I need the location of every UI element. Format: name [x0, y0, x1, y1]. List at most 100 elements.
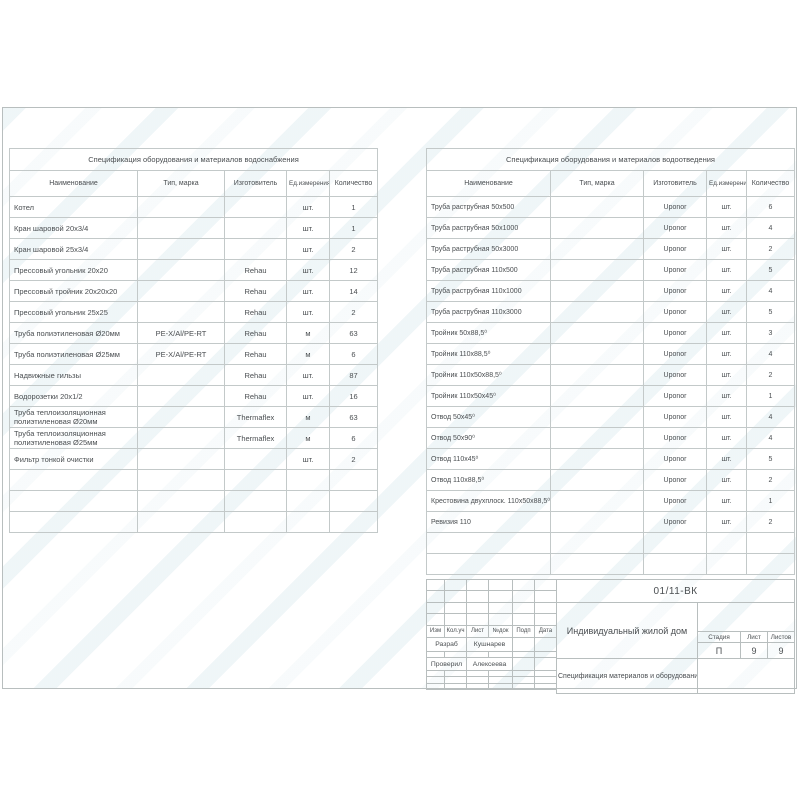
table-cell — [224, 217, 287, 239]
table-cell: Котел — [9, 196, 138, 218]
table-cell — [137, 217, 225, 239]
spec-header-row: Наименование Тип, марка Изготовитель Ед.изм… — [9, 170, 379, 197]
table-cell: Тройник 110х50х45⁰ — [426, 385, 551, 407]
object-name: Индивидуальный жилой дом — [556, 602, 698, 659]
table-cell — [550, 427, 644, 449]
table-cell — [137, 238, 225, 260]
table-row: Труба раструбная 110х500 Uponor шт. 5 — [426, 259, 796, 281]
water-supply-spec-table: Спецификация оборудования и материалов в… — [8, 148, 379, 533]
table-cell: 4 — [745, 343, 796, 365]
table-cell: 6 — [745, 196, 796, 218]
table-cell: Крестовина двухплоск. 110х50х88,5⁰ — [426, 490, 551, 512]
table-row: Фильтр тонкой очистки шт. 2 — [9, 448, 379, 470]
table-cell — [706, 553, 747, 575]
table-cell — [328, 490, 379, 512]
table-row: Тройник 110х50х45⁰ Uponor шт. 1 — [426, 385, 796, 407]
table-cell — [9, 469, 138, 491]
table-cell: Тройник 110х50х88,5⁰ — [426, 364, 551, 386]
sheet-value: 9 — [740, 642, 768, 659]
table-cell: 4 — [745, 217, 796, 239]
column-header: Изготовитель — [643, 170, 707, 197]
table-row — [9, 490, 379, 512]
spec-title-row: Спецификация оборудования и материалов в… — [425, 148, 796, 171]
table-cell — [137, 406, 225, 428]
table-row: Труба полиэтиленовая Ø25мм PE-X/Al/PE-RT R… — [9, 343, 379, 365]
table-row: Котел шт. 1 — [9, 196, 379, 218]
checked-row: Проверил Алексеева — [426, 656, 557, 672]
table-cell: шт. — [286, 364, 330, 386]
table-cell: 2 — [745, 238, 796, 260]
table-row: Труба полиэтиленовая Ø20мм PE-X/Al/PE-RT R… — [9, 322, 379, 344]
table-cell: 4 — [745, 406, 796, 428]
table-cell — [550, 448, 644, 470]
stage-value: П — [697, 642, 741, 659]
table-row: Труба раструбная 110х1000 Uponor шт. 4 — [426, 280, 796, 302]
table-row: Кран шаровой 20х3/4 шт. 1 — [9, 217, 379, 239]
rev-col-list: Лист — [466, 624, 489, 639]
table-cell: PE-X/Al/PE-RT — [137, 343, 225, 365]
column-header: Тип, марка — [550, 170, 644, 197]
table-cell: 87 — [328, 364, 379, 386]
column-header: Наименование — [426, 170, 551, 197]
table-cell: Отвод 110х88,5⁰ — [426, 469, 551, 491]
table-cell: шт. — [706, 469, 747, 491]
table-cell — [9, 490, 138, 512]
table-cell — [643, 553, 707, 575]
table-cell — [550, 322, 644, 344]
table-cell: 1 — [745, 490, 796, 512]
sheet-name: Спецификация материалов и оборудования — [556, 658, 698, 694]
table-cell — [550, 217, 644, 239]
table-cell — [286, 490, 330, 512]
table-cell: шт. — [706, 238, 747, 260]
table-cell — [745, 532, 796, 554]
developed-row: Разраб Кушнарев — [426, 637, 557, 652]
table-cell: шт. — [706, 217, 747, 239]
table-row: Тройник 50х88,5⁰ Uponor шт. 3 — [426, 322, 796, 344]
table-cell — [224, 196, 287, 218]
table-cell: Rehau — [224, 322, 287, 344]
table-row: Тройник 110х88,5⁰ Uponor шт. 4 — [426, 343, 796, 365]
table-row: Прессовый угольник 25х25 Rehau шт. 2 — [9, 301, 379, 323]
table-cell — [137, 259, 225, 281]
table-cell: шт. — [706, 511, 747, 533]
table-row: Труба теплоизоляционная полиэтиленовая Ø… — [9, 427, 379, 449]
table-cell: Uponor — [643, 196, 707, 218]
table-cell: Rehau — [224, 259, 287, 281]
table-cell: м — [286, 406, 330, 428]
title-block: Изм Кол.уч Лист №док Подп Дата Разраб Ку… — [426, 578, 796, 694]
table-cell: 5 — [745, 448, 796, 470]
table-cell — [137, 427, 225, 449]
table-cell: 4 — [745, 427, 796, 449]
table-cell: Uponor — [643, 322, 707, 344]
table-cell — [224, 469, 287, 491]
table-cell — [706, 532, 747, 554]
table-cell — [643, 532, 707, 554]
table-cell: Rehau — [224, 343, 287, 365]
table-cell — [426, 532, 551, 554]
table-cell: 6 — [328, 427, 379, 449]
table-cell: 2 — [745, 469, 796, 491]
table-cell: Прессовый угольник 20х20 — [9, 259, 138, 281]
table-cell — [137, 385, 225, 407]
table-cell: Отвод 110х45⁰ — [426, 448, 551, 470]
table-cell: Труба полиэтиленовая Ø25мм — [9, 343, 138, 365]
table-cell: шт. — [286, 448, 330, 470]
date-cell — [534, 656, 557, 672]
spec-table-title: Спецификация оборудования и материалов в… — [8, 148, 379, 171]
table-cell: шт. — [706, 343, 747, 365]
table-row: Прессовый тройник 20х20х20 Rehau шт. 14 — [9, 280, 379, 302]
table-cell: Труба раструбная 50х500 — [426, 196, 551, 218]
table-cell: 2 — [328, 448, 379, 470]
table-cell: Ревизия 110 — [426, 511, 551, 533]
revision-header-row: Изм Кол.уч Лист №док Подп Дата — [426, 624, 557, 639]
revision-row — [426, 613, 557, 626]
empty-cell — [696, 602, 796, 632]
developed-name: Кушнарев — [466, 637, 513, 652]
table-row — [426, 532, 796, 554]
table-cell — [550, 259, 644, 281]
table-cell: Водорозетки 20х1/2 — [9, 385, 138, 407]
table-cell — [550, 301, 644, 323]
sheets-label: Листов — [766, 631, 796, 643]
table-cell: Rehau — [224, 280, 287, 302]
table-cell: шт. — [706, 406, 747, 428]
